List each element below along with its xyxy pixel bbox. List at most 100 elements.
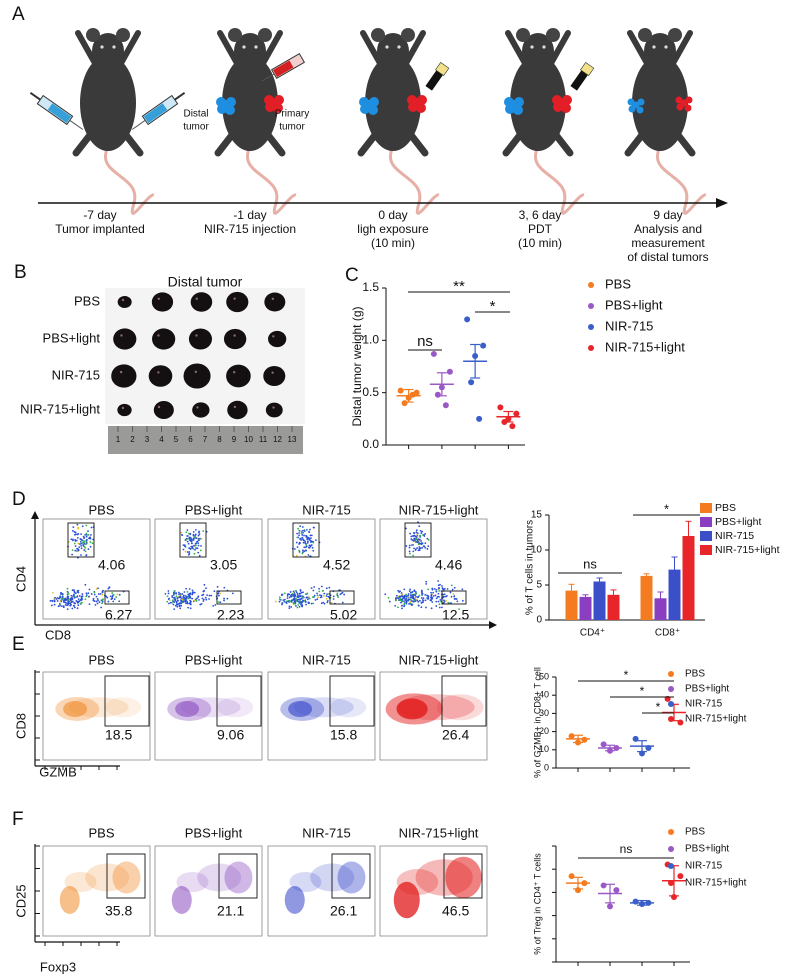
tumor-highlight bbox=[195, 334, 198, 337]
flow-event bbox=[437, 580, 440, 582]
flow-event bbox=[424, 593, 427, 596]
flow-event bbox=[319, 596, 322, 599]
flow-event bbox=[401, 598, 404, 601]
flow-event bbox=[99, 592, 102, 595]
flow-event bbox=[186, 540, 189, 543]
y-tick-label: 0.0 bbox=[362, 437, 379, 451]
flow-event bbox=[405, 602, 408, 605]
tumor-blob bbox=[636, 106, 644, 114]
tumor-specimen bbox=[265, 402, 283, 418]
flow-event bbox=[320, 594, 323, 597]
flow-event bbox=[185, 587, 188, 590]
flow-event bbox=[217, 592, 220, 595]
y-tick-label: 0 bbox=[544, 762, 549, 772]
flow-event bbox=[430, 593, 433, 596]
legend-label: PBS bbox=[605, 276, 631, 291]
timeline-label: (10 min) bbox=[371, 236, 415, 250]
flow-event bbox=[327, 595, 330, 598]
flow-event bbox=[312, 549, 315, 552]
flow-event bbox=[312, 602, 315, 605]
data-point bbox=[509, 423, 516, 430]
flow-event bbox=[70, 597, 72, 600]
flow-event bbox=[181, 533, 183, 536]
flow-event bbox=[296, 593, 299, 595]
flow-event bbox=[461, 588, 464, 591]
flow-event bbox=[185, 531, 188, 534]
flow-event bbox=[304, 600, 307, 603]
flow-axis-label: CD8 bbox=[45, 627, 71, 642]
mouse-body bbox=[632, 55, 688, 151]
flow-event bbox=[81, 595, 84, 598]
timeline-label: Analysis and bbox=[634, 222, 702, 236]
flow-event bbox=[174, 598, 177, 601]
flow-plot-frame bbox=[379, 671, 488, 761]
tumor-highlight bbox=[157, 405, 161, 409]
flow-event bbox=[418, 547, 421, 550]
flow-event bbox=[193, 591, 196, 594]
y-axis-label: Distal tumor weight (g) bbox=[350, 306, 364, 426]
flow-event bbox=[53, 603, 56, 606]
tumor-highlight bbox=[194, 370, 198, 374]
y-tick-label: 0 bbox=[536, 615, 542, 626]
flow-event bbox=[409, 552, 411, 555]
flow-event bbox=[63, 601, 65, 604]
tumor-highlight bbox=[233, 371, 236, 374]
data-point bbox=[401, 400, 408, 407]
light-source bbox=[425, 62, 450, 91]
flow-event bbox=[319, 594, 321, 597]
tumor-specimen bbox=[192, 402, 210, 418]
y-axis-label: % of Treg in CD4⁺ T cells bbox=[532, 853, 542, 955]
flow-event bbox=[223, 597, 225, 600]
flow-event bbox=[111, 592, 114, 594]
flow-gate bbox=[104, 675, 150, 727]
flow-event bbox=[101, 593, 104, 596]
flow-event bbox=[295, 597, 297, 600]
lamp-head bbox=[435, 62, 450, 76]
flow-event bbox=[71, 549, 74, 552]
flow-event bbox=[75, 600, 78, 602]
tumor-specimen bbox=[117, 403, 132, 417]
flow-event bbox=[83, 543, 86, 545]
flow-event bbox=[306, 538, 308, 540]
tumor-blob bbox=[561, 103, 571, 113]
ruler-number: 5 bbox=[174, 435, 179, 444]
flow-event bbox=[412, 550, 415, 553]
flow-density bbox=[288, 700, 313, 717]
flow-event bbox=[105, 595, 108, 598]
flow-event bbox=[171, 595, 174, 597]
flow-event bbox=[415, 595, 417, 598]
flow-plot-title: PBS+light bbox=[185, 652, 243, 667]
ruler-number: 10 bbox=[244, 435, 253, 444]
flow-event bbox=[107, 587, 110, 590]
flow-event bbox=[191, 597, 194, 600]
mouse-ear bbox=[401, 28, 415, 42]
flow-event bbox=[410, 544, 413, 546]
flow-event bbox=[427, 538, 430, 541]
flow-event bbox=[205, 598, 208, 601]
flow-event bbox=[321, 590, 324, 592]
photo-title: Distal tumor bbox=[168, 274, 243, 290]
axis-arrow bbox=[489, 621, 497, 629]
tumor-specimen bbox=[153, 400, 174, 420]
flow-event bbox=[89, 545, 92, 548]
flow-event bbox=[420, 589, 423, 592]
flow-event bbox=[337, 596, 340, 599]
flow-event bbox=[164, 592, 167, 595]
mouse-label: Distal bbox=[183, 109, 208, 120]
flow-event bbox=[196, 540, 199, 543]
tumor-highlight bbox=[272, 335, 275, 338]
flow-event bbox=[438, 606, 441, 609]
flow-event bbox=[187, 606, 190, 609]
flow-event bbox=[424, 532, 427, 535]
data-point bbox=[513, 410, 520, 417]
mouse-leg bbox=[214, 131, 236, 157]
timeline-label: 3, 6 day bbox=[519, 208, 562, 222]
flow-event bbox=[430, 591, 433, 594]
flow-event bbox=[199, 603, 202, 606]
flow-event bbox=[77, 598, 80, 601]
flow-event bbox=[298, 605, 301, 608]
flow-event bbox=[397, 606, 399, 609]
tumor-blob bbox=[416, 103, 426, 113]
flow-event bbox=[186, 529, 189, 531]
flow-event bbox=[97, 593, 100, 595]
